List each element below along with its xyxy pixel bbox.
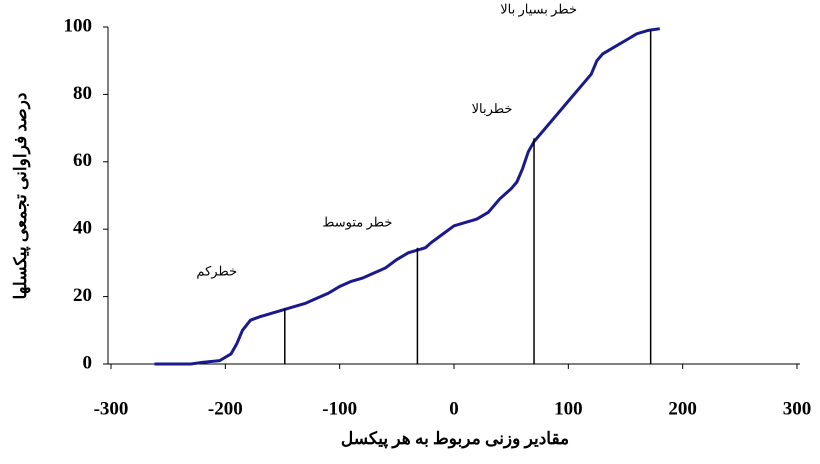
x-tick-label: 0 bbox=[449, 398, 459, 419]
x-tick-label: 200 bbox=[668, 398, 697, 419]
threshold-label: خطربالا bbox=[472, 101, 513, 117]
y-tick-label: 20 bbox=[73, 285, 92, 306]
x-tick-label: -300 bbox=[94, 398, 129, 419]
cumulative-line bbox=[154, 27, 661, 366]
x-tick-label: -100 bbox=[322, 398, 357, 419]
y-tick-label: 100 bbox=[64, 15, 93, 36]
y-tick-label: 80 bbox=[73, 83, 92, 104]
y-tick-label: 60 bbox=[73, 150, 92, 171]
threshold-label: خطرکم bbox=[196, 263, 237, 279]
x-tick-label: 300 bbox=[783, 398, 812, 419]
y-tick-label: 0 bbox=[83, 352, 93, 373]
x-axis-label: مقادير وزنی مربوط به هر پيکسل bbox=[341, 429, 569, 449]
x-tick-label: 100 bbox=[554, 398, 583, 419]
y-tick-label: 40 bbox=[73, 218, 92, 239]
threshold-label: خطر متوسط bbox=[322, 215, 392, 231]
x-tick-label: -200 bbox=[208, 398, 243, 419]
threshold-label: خطر بسيار بالا bbox=[500, 1, 577, 17]
y-axis-label: درصد فراوانی تجمعی پیکسلها bbox=[11, 93, 31, 300]
